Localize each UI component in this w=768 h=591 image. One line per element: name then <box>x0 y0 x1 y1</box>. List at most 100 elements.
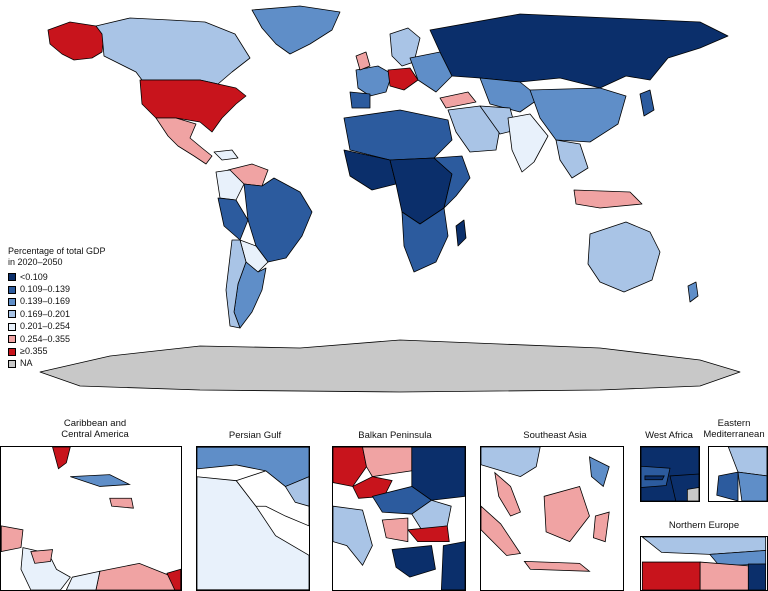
legend-label: 0.169–0.201 <box>20 308 71 319</box>
inset-persian-gulf <box>196 446 310 591</box>
region-indonesia <box>573 189 643 209</box>
region-southern-africa <box>401 207 449 273</box>
region-honduras <box>30 549 54 564</box>
region-western-europe <box>355 65 393 97</box>
region-iran-south <box>284 476 309 507</box>
legend-label: 0.109–0.139 <box>20 284 71 295</box>
region-china <box>529 87 627 143</box>
region-uk <box>355 51 371 71</box>
region-italy <box>333 505 373 567</box>
legend-item: 0.109–0.139 <box>8 283 106 295</box>
region-japan <box>639 89 655 117</box>
region-iberia <box>349 91 371 109</box>
inset-label-caribbean: Caribbean and Central America <box>61 418 129 440</box>
region-canada <box>95 17 251 85</box>
legend-swatch <box>8 273 16 282</box>
region-kazakhstan <box>479 77 541 113</box>
legend-swatch <box>8 297 16 306</box>
region-germany-inset <box>641 561 701 590</box>
region-russia <box>429 13 729 89</box>
inset-label-se-asia: Southeast Asia <box>523 430 587 441</box>
legend-item: NA <box>8 358 106 370</box>
region-se-asia <box>555 139 589 179</box>
region-chile <box>225 239 247 329</box>
inset-n-europe-map <box>641 537 767 590</box>
legend-label: <0.109 <box>20 271 48 282</box>
world-map <box>39 5 741 393</box>
legend-title: Percentage of total GDP in 2020–2050 <box>8 246 106 267</box>
legend-label: 0.201–0.254 <box>20 321 71 332</box>
region-mexico <box>155 117 213 165</box>
region-turkey <box>439 91 477 109</box>
legend-swatch <box>8 310 16 319</box>
region-philippines <box>589 456 610 488</box>
legend-item: ≥0.355 <box>8 345 106 357</box>
region-turkey-inset <box>440 541 465 590</box>
legend-label: NA <box>20 358 33 369</box>
region-serbia <box>381 517 409 543</box>
region-north-africa <box>343 109 453 161</box>
region-india <box>507 113 549 173</box>
region-greece <box>391 545 436 578</box>
legend-label: 0.139–0.169 <box>20 296 71 307</box>
region-borneo <box>543 485 590 543</box>
region-brazil <box>243 177 313 263</box>
legend-swatch <box>8 285 16 294</box>
region-poland <box>362 447 413 478</box>
legend-items: <0.109 0.109–0.139 0.139–0.169 0.169–0.201 0… <box>8 271 106 370</box>
inset-label-balkan: Balkan Peninsula <box>358 430 432 441</box>
region-central-europe <box>387 67 419 91</box>
inset-east-med-map <box>709 447 767 501</box>
region-jordan <box>737 471 767 501</box>
region-colombia-inset <box>65 570 101 590</box>
region-indochina <box>481 447 541 478</box>
inset-west-africa <box>640 446 700 502</box>
legend-swatch <box>8 322 16 331</box>
inset-se-asia <box>480 446 624 591</box>
region-mexico-yucatan <box>1 525 24 552</box>
region-poland-inset <box>699 561 749 590</box>
legend-item: 0.201–0.254 <box>8 321 106 333</box>
inset-label-persian-gulf: Persian Gulf <box>228 430 282 441</box>
inset-persian-gulf-map <box>197 447 309 590</box>
region-caribbean <box>213 149 239 161</box>
region-west-africa <box>343 149 397 191</box>
inset-caribbean-map <box>1 447 181 590</box>
region-colombia <box>215 169 245 201</box>
inset-label-east-med: Eastern Mediterranean <box>703 418 765 440</box>
region-sulawesi <box>592 511 610 543</box>
inset-caribbean <box>0 446 182 591</box>
region-bulgaria <box>407 525 450 543</box>
legend: Percentage of total GDP in 2020–2050 <0.… <box>8 246 106 370</box>
region-hispaniola <box>109 497 134 509</box>
region-peru <box>217 197 249 241</box>
legend-item: <0.109 <box>8 271 106 283</box>
region-greenland <box>251 5 341 55</box>
region-israel <box>716 471 739 501</box>
inset-label-n-europe: Northern Europe <box>668 520 740 531</box>
region-germany <box>333 447 367 487</box>
region-eastern-europe <box>409 51 453 93</box>
legend-swatch <box>8 359 16 368</box>
region-malay-peninsula <box>494 471 521 517</box>
region-east-africa <box>433 155 471 209</box>
region-australia <box>587 221 661 293</box>
inset-label-west-africa: West Africa <box>645 430 693 441</box>
legend-item: 0.254–0.355 <box>8 333 106 345</box>
legend-swatch <box>8 347 16 356</box>
region-na-west <box>686 487 699 501</box>
region-antarctica <box>39 339 741 393</box>
region-czech <box>352 476 393 499</box>
legend-item: 0.169–0.201 <box>8 308 106 320</box>
legend-swatch <box>8 335 16 344</box>
inset-west-africa-map <box>641 447 699 501</box>
region-new-zealand <box>687 281 699 303</box>
region-guyana-inset <box>166 568 181 590</box>
region-gambia <box>644 475 665 481</box>
inset-balkan-map <box>333 447 465 590</box>
region-belarus-inset <box>747 563 767 590</box>
region-florida <box>52 447 71 470</box>
region-romania <box>411 499 452 531</box>
region-cuba <box>70 474 131 487</box>
inset-balkan <box>332 446 466 591</box>
